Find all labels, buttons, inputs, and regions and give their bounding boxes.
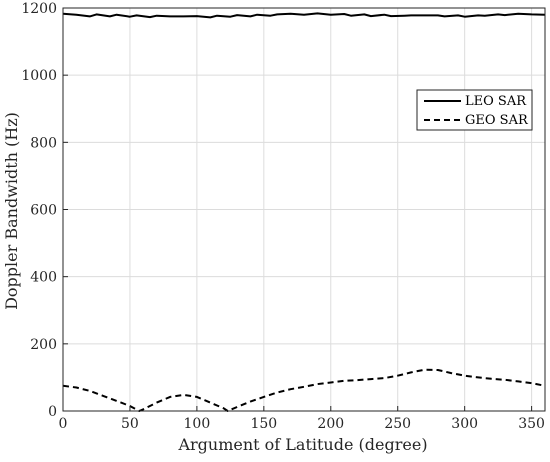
x-tick-label: 300	[451, 416, 478, 432]
grid	[62, 7, 545, 412]
series-line-leo-sar	[62, 12, 546, 19]
y-tick-label: 600	[30, 203, 57, 219]
y-tick-label: 200	[30, 337, 57, 353]
tick-labels: 0 50 100 150 200 250 300 350 0 200 400 600 800 1000 12…	[21, 1, 545, 432]
y-tick-label: 1200	[21, 1, 57, 17]
legend-label-geo-sar: GEO SAR	[465, 113, 529, 128]
y-tick-label: 800	[30, 135, 57, 151]
ticks	[62, 7, 533, 412]
x-tick-label: 350	[518, 416, 545, 432]
series-line-geo-sar	[62, 368, 546, 412]
legend: LEO SAR GEO SAR	[416, 89, 533, 131]
x-tick-label: 0	[59, 416, 68, 432]
legend-box	[416, 89, 533, 131]
y-tick-label: 1000	[21, 68, 57, 84]
y-tick-label: 400	[30, 270, 57, 286]
x-tick-label: 100	[184, 416, 211, 432]
x-tick-label: 250	[384, 416, 411, 432]
y-tick-label: 0	[48, 404, 57, 420]
series-layer	[62, 12, 546, 412]
legend-label-leo-sar: LEO SAR	[465, 94, 527, 109]
x-tick-label: 150	[250, 416, 277, 432]
x-tick-label: 50	[121, 416, 139, 432]
y-axis-label: Doppler Bandwidth (Hz)	[2, 112, 21, 310]
x-tick-label: 200	[317, 416, 344, 432]
x-axis-label: Argument of Latitude (degree)	[177, 435, 427, 454]
